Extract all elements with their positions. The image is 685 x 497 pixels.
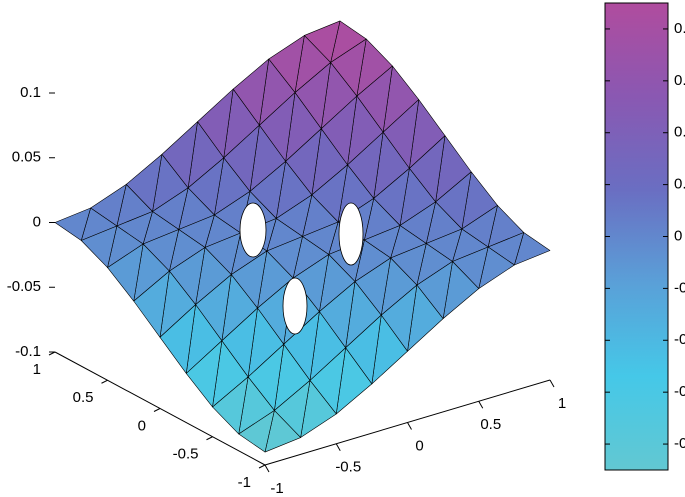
y-tick bbox=[153, 408, 161, 412]
y-tick bbox=[258, 464, 266, 469]
colorbar-tick-label: -0.02 bbox=[674, 279, 685, 296]
x-tick-label: 0.5 bbox=[480, 416, 501, 433]
z-tick-label: -0.05 bbox=[7, 278, 41, 295]
z-tick-label: -0.1 bbox=[15, 343, 41, 360]
colorbar-tick-label: 0.02 bbox=[674, 176, 685, 193]
colorbar-tick-label: -0.08 bbox=[674, 435, 685, 452]
x-tick bbox=[264, 464, 270, 473]
colorbar-tick-label: 0.08 bbox=[674, 20, 685, 37]
surface-facet bbox=[54, 207, 91, 241]
colorbar-tick-label: -0.06 bbox=[674, 383, 685, 400]
surface-facet bbox=[159, 304, 196, 374]
surface-facet bbox=[212, 376, 249, 435]
z-tick-label: 0 bbox=[33, 213, 41, 230]
holes bbox=[239, 202, 364, 335]
hole bbox=[239, 202, 267, 258]
x-tick bbox=[549, 379, 555, 388]
y-tick-label: -0.5 bbox=[173, 446, 199, 463]
colorbar-tick-label: 0.06 bbox=[674, 72, 685, 89]
y-tick bbox=[101, 379, 108, 384]
z-tick-label: 0.05 bbox=[12, 149, 41, 166]
y-tick-label: -1 bbox=[238, 474, 251, 491]
colorbar-fill bbox=[604, 2, 669, 471]
hole bbox=[282, 277, 308, 335]
x-tick bbox=[335, 443, 341, 451]
surface-facet bbox=[238, 410, 275, 453]
z-tick-label: 0.1 bbox=[20, 84, 41, 101]
surface-facet bbox=[107, 243, 144, 302]
colorbar-tick-label: 0.04 bbox=[674, 124, 685, 141]
hole bbox=[338, 202, 364, 266]
colorbar: -0.08 -0.06 -0.04 -0.02 0 0.02 0.04 0.06 0.08 bbox=[604, 2, 685, 471]
x-tick bbox=[407, 422, 412, 430]
y-tick-label: 0.5 bbox=[73, 389, 94, 406]
y-tick-label: 1 bbox=[33, 361, 41, 378]
colorbar-tick-label: -0.04 bbox=[674, 331, 685, 348]
x-tick-label: 0 bbox=[415, 437, 423, 454]
y-tick-label: 0 bbox=[138, 417, 146, 434]
y-tick bbox=[206, 436, 213, 441]
x-tick-label: -0.5 bbox=[335, 459, 361, 476]
x-tick-label: 1 bbox=[558, 395, 566, 412]
surface-facet bbox=[133, 270, 170, 338]
surface-facet bbox=[185, 340, 223, 408]
x-tick bbox=[478, 401, 484, 409]
colorbar-tick-label: 0 bbox=[674, 227, 682, 244]
surface bbox=[54, 20, 551, 453]
surface-facet bbox=[80, 225, 118, 268]
x-tick-label: -1 bbox=[270, 480, 283, 497]
